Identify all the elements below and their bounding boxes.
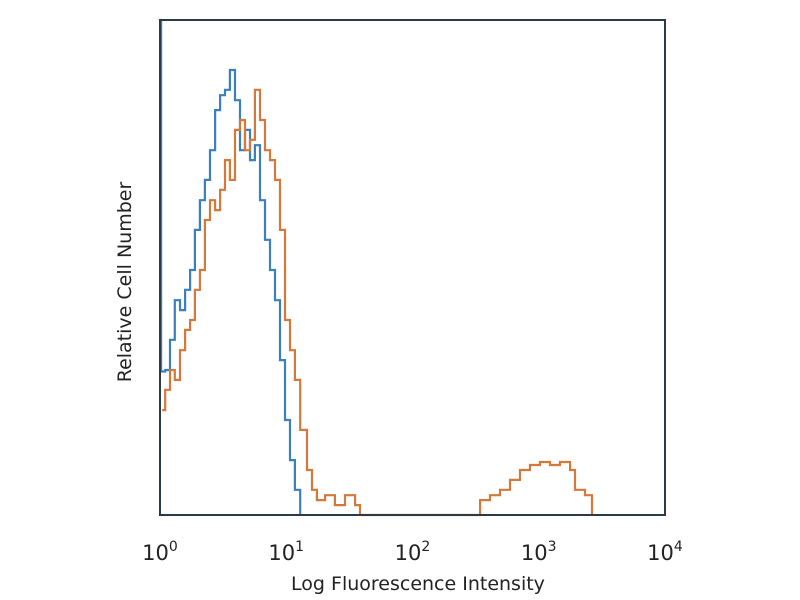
x-axis-label: Log Fluorescence Intensity	[291, 573, 545, 595]
x-tick-label: 103	[521, 539, 557, 565]
y-axis-label: Relative Cell Number	[114, 182, 136, 383]
histogram-series-1	[160, 18, 302, 515]
x-tick-label: 101	[268, 539, 304, 565]
x-tick-labels: 100 101 102 103 104	[142, 539, 683, 565]
series-layer	[160, 18, 594, 517]
plot-frame	[159, 19, 666, 516]
x-tick-label: 100	[142, 539, 178, 565]
x-tick-label: 102	[395, 539, 431, 565]
histogram-series-2	[162, 88, 594, 517]
x-tick-label: 104	[647, 539, 683, 565]
